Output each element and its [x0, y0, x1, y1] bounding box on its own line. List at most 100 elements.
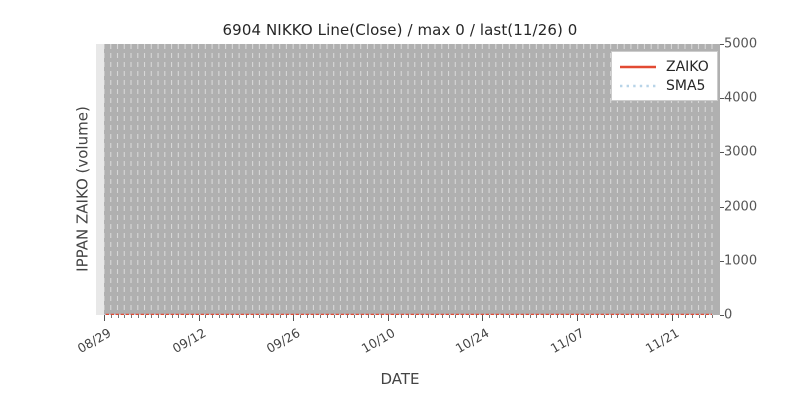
x-tick-minor: [529, 315, 531, 318]
x-tick-minor: [489, 315, 491, 318]
x-tick-minor: [347, 315, 349, 318]
x-tick-minor: [712, 315, 713, 318]
x-tick-minor: [252, 315, 254, 318]
x-tick-label: 11/07: [547, 325, 587, 357]
x-tick-minor: [239, 315, 241, 318]
x-tick-minor: [171, 315, 173, 318]
x-tick-minor: [381, 315, 382, 318]
chart-legend[interactable]: ZAIKO SMA5: [611, 51, 718, 101]
x-tick-minor: [603, 315, 605, 318]
x-tick-minor: [408, 315, 409, 318]
x-tick-minor: [590, 315, 592, 318]
x-tick-minor: [651, 315, 653, 318]
y-tick-mark: [720, 260, 724, 262]
y-tick-label: 0: [724, 307, 733, 323]
x-tick-minor: [630, 315, 632, 318]
x-tick-minor: [394, 315, 396, 318]
y-tick-mark: [720, 98, 724, 100]
x-tick-minor: [624, 315, 626, 318]
y-tick-mark: [720, 44, 724, 45]
x-tick-minor: [691, 315, 693, 318]
x-tick-minor: [333, 315, 335, 318]
x-tick-label: 08/29: [74, 325, 114, 357]
x-tick-minor: [232, 315, 234, 318]
y-tick-mark: [720, 152, 724, 154]
y-tick-label: 1000: [724, 253, 758, 269]
x-tick-minor: [245, 315, 247, 318]
x-tick-minor: [509, 315, 511, 318]
x-tick-minor: [435, 315, 436, 318]
x-tick-minor: [597, 315, 599, 318]
chart-title: 6904 NIKKO Line(Close) / max 0 / last(11…: [222, 21, 578, 39]
x-tick-minor: [131, 315, 132, 318]
legend-label-zaiko: ZAIKO: [666, 58, 709, 75]
x-tick-label: 09/12: [169, 325, 209, 357]
x-tick-minor: [617, 315, 619, 318]
x-tick-minor: [286, 315, 288, 318]
x-tick-minor: [151, 315, 153, 318]
x-tick-label: 11/21: [642, 325, 681, 357]
legend-line-zaiko-icon: [619, 60, 657, 74]
y-tick-mark: [720, 315, 724, 316]
x-tick-minor: [543, 315, 545, 318]
x-tick-minor: [705, 315, 707, 318]
legend-line-sma5-icon: [619, 79, 657, 93]
x-tick-minor: [354, 315, 355, 318]
x-tick-minor: [678, 315, 680, 318]
x-tick-label: 09/26: [263, 325, 303, 357]
x-tick-minor: [205, 315, 207, 318]
x-tick-minor: [637, 315, 639, 318]
x-tick-minor: [144, 315, 146, 318]
x-tick-minor: [225, 315, 227, 318]
x-tick-minor: [685, 315, 686, 318]
x-tick-minor: [468, 315, 470, 318]
x-tick-minor: [374, 315, 376, 318]
x-tick-minor: [360, 315, 362, 318]
x-tick-minor: [326, 315, 328, 318]
x-tick-minor: [698, 315, 700, 318]
x-tick-minor: [306, 315, 308, 318]
y-tick-label: 4000: [724, 90, 758, 106]
legend-label-sma5: SMA5: [666, 77, 706, 94]
x-tick-minor: [563, 315, 565, 318]
x-tick-minor: [158, 315, 159, 318]
x-tick-minor: [340, 315, 342, 318]
legend-item-sma5[interactable]: SMA5: [619, 76, 709, 95]
x-tick-major: [104, 315, 105, 321]
x-tick-major: [198, 315, 200, 321]
x-tick-minor: [536, 315, 538, 318]
y-tick-label: 5000: [724, 36, 758, 52]
x-tick-minor: [137, 315, 139, 318]
x-tick-minor: [658, 315, 659, 318]
x-tick-minor: [320, 315, 322, 318]
x-tick-minor: [266, 315, 268, 318]
x-tick-minor: [178, 315, 180, 318]
x-tick-minor: [191, 315, 193, 318]
x-tick-minor: [502, 315, 504, 318]
x-tick-minor: [556, 315, 558, 318]
x-tick-minor: [212, 315, 214, 318]
x-tick-minor: [124, 315, 126, 318]
x-tick-minor: [367, 315, 369, 318]
x-tick-minor: [218, 315, 220, 318]
x-tick-minor: [414, 315, 416, 318]
x-tick-minor: [185, 315, 187, 318]
y-tick-mark: [720, 206, 724, 208]
x-axis-title: DATE: [380, 370, 420, 388]
x-tick-minor: [299, 315, 301, 318]
x-tick-minor: [570, 315, 572, 318]
x-tick-major: [482, 315, 484, 321]
x-tick-minor: [610, 315, 612, 318]
x-tick-minor: [117, 315, 119, 318]
x-tick-major: [576, 315, 578, 321]
legend-item-zaiko[interactable]: ZAIKO: [619, 57, 709, 76]
x-tick-minor: [428, 315, 430, 318]
x-tick-minor: [401, 315, 403, 318]
x-tick-minor: [441, 315, 443, 318]
x-tick-minor: [644, 315, 646, 318]
x-tick-minor: [495, 315, 497, 318]
x-tick-major: [671, 315, 673, 321]
y-axis-title: IPPAN ZAIKO (volume): [73, 106, 92, 272]
x-tick-minor: [583, 315, 585, 318]
